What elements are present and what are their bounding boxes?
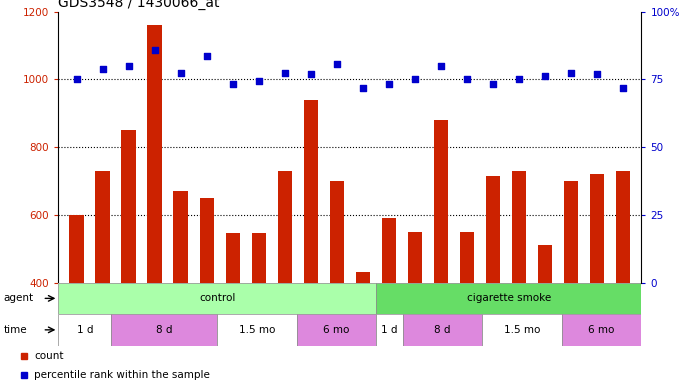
Point [488,81,499,88]
Bar [330,181,344,283]
Point [97,66,108,72]
Bar [200,198,214,283]
Text: 6 mo: 6 mo [323,325,350,335]
Bar [304,99,318,283]
Text: 1.5 mo: 1.5 mo [239,325,275,335]
Point [514,76,525,82]
Point [279,70,290,76]
Bar [95,171,110,283]
Text: time: time [3,325,27,335]
Bar [562,314,641,346]
Point [71,76,82,82]
Point [201,53,212,59]
Point [462,76,473,82]
Text: cigarette smoke: cigarette smoke [466,293,551,303]
Bar [538,245,552,283]
Bar [434,120,448,283]
Bar [58,283,377,314]
Text: 1.5 mo: 1.5 mo [504,325,541,335]
Bar [377,314,403,346]
Text: 8 d: 8 d [156,325,173,335]
Bar [297,314,377,346]
Bar [121,130,136,283]
Bar [217,314,297,346]
Bar [377,283,641,314]
Bar [512,171,526,283]
Bar [111,314,217,346]
Bar [58,314,111,346]
Point [436,63,447,69]
Bar [278,171,292,283]
Point [383,81,394,88]
Bar [616,171,630,283]
Point [617,85,628,91]
Point [253,78,264,84]
Text: count: count [34,351,64,361]
Bar [407,232,422,283]
Point [227,81,238,88]
Point [540,73,551,79]
Text: agent: agent [3,293,34,303]
Point [305,71,316,77]
Text: percentile rank within the sample: percentile rank within the sample [34,370,210,380]
Point [566,70,577,76]
Bar [564,181,578,283]
Bar [403,314,482,346]
Point [149,47,160,53]
Bar [252,233,266,283]
Text: 1 d: 1 d [77,325,93,335]
Point [123,63,134,69]
Text: 8 d: 8 d [434,325,451,335]
Bar [69,215,84,283]
Bar [482,314,562,346]
Bar [147,25,162,283]
Bar [226,233,240,283]
Bar [174,191,188,283]
Point [591,71,602,77]
Text: 6 mo: 6 mo [589,325,615,335]
Text: control: control [199,293,235,303]
Bar [460,232,474,283]
Text: GDS3548 / 1430066_at: GDS3548 / 1430066_at [58,0,220,10]
Point [175,70,186,76]
Bar [486,176,500,283]
Bar [381,218,396,283]
Point [410,76,421,82]
Point [331,61,342,67]
Text: 1 d: 1 d [381,325,398,335]
Bar [590,174,604,283]
Bar [356,273,370,283]
Point [357,85,368,91]
